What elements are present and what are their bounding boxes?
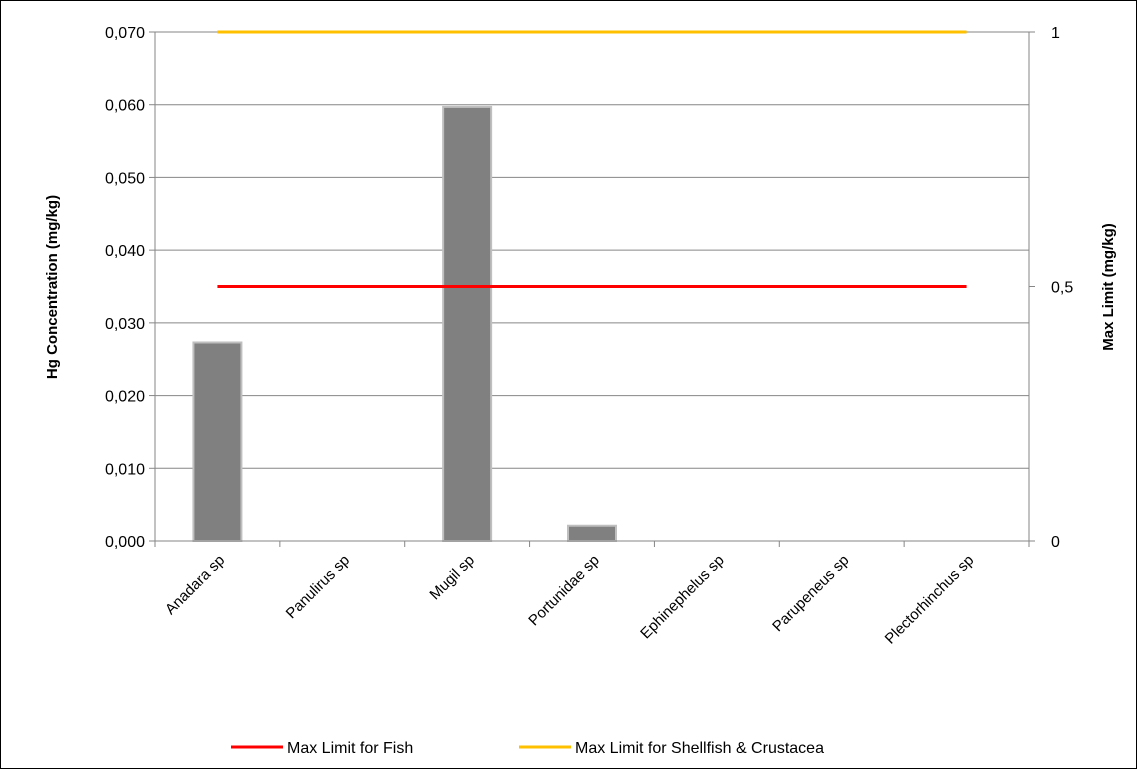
y-tick-label: 0,020 xyxy=(105,389,145,406)
x-tick-label: Portunidae sp xyxy=(525,552,602,629)
axis-labels: 0,000 0,010 0,020 0,030 0,040 0,050 0,060 0,070… xyxy=(105,25,1073,648)
y-tick-label: 0,050 xyxy=(105,170,145,187)
y-tick-label: 0,060 xyxy=(105,98,145,115)
y-tick-label: 0,010 xyxy=(105,461,145,478)
bar xyxy=(567,524,617,542)
y-axis-title: Hg Concentration (mg/kg) xyxy=(44,195,61,379)
x-tick-label: Mugil sp xyxy=(426,552,478,604)
axes xyxy=(149,31,1035,547)
x-tick-label: Ephinephelus sp xyxy=(637,552,727,642)
y-tick-label: 0,070 xyxy=(105,25,145,42)
gridlines xyxy=(155,31,1029,469)
limit-lines xyxy=(217,30,967,288)
legend-label: Max Limit for Shellfish & Crustacea xyxy=(575,740,824,757)
y-tick-label: 0,000 xyxy=(105,534,145,551)
x-tick-label: Anadara sp xyxy=(162,552,228,618)
y2-tick-label: 1 xyxy=(1051,25,1060,42)
x-tick-label: Panulirus sp xyxy=(283,552,353,622)
bar xyxy=(192,341,243,542)
x-tick-label: Plectorhinchus sp xyxy=(882,552,978,648)
legend-label: Max Limit for Fish xyxy=(287,740,413,757)
y-tick-label: 0,030 xyxy=(105,316,145,333)
x-tick-label: Parupeneus sp xyxy=(769,552,852,635)
y2-axis-title: Max Limit (mg/kg) xyxy=(1100,223,1117,351)
y2-tick-label: 0 xyxy=(1051,534,1060,551)
y-tick-label: 0,040 xyxy=(105,243,145,260)
legend: Max Limit for Fish Max Limit for Shellfis… xyxy=(231,740,824,757)
bars xyxy=(192,105,617,542)
y2-tick-label: 0,5 xyxy=(1051,280,1073,297)
bar xyxy=(442,105,493,542)
